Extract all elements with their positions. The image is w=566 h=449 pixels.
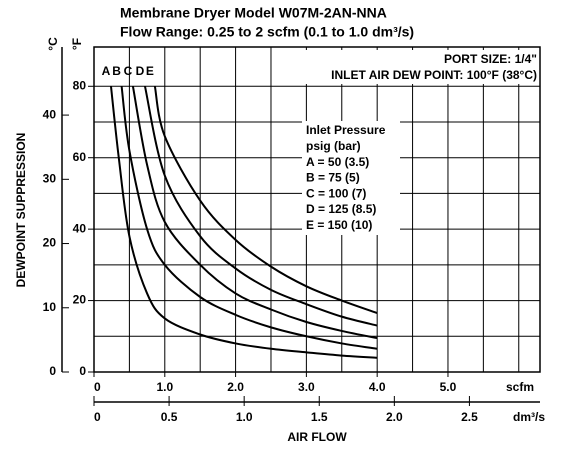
x2-unit: dm³/s xyxy=(513,410,545,424)
y2-tick-label: 10 xyxy=(43,300,57,314)
note-bg xyxy=(290,50,539,84)
x-tick-label: 0 xyxy=(94,380,101,394)
legend-text: C = 100 (7) xyxy=(306,186,366,200)
curve-label: E xyxy=(146,64,154,78)
y-unit: °F xyxy=(70,38,84,50)
y-tick-label: 0 xyxy=(79,364,86,378)
legend-text: A = 50 (3.5) xyxy=(306,155,369,169)
legend-text: D = 125 (8.5) xyxy=(306,202,376,216)
y2-tick-label: 40 xyxy=(43,107,57,121)
x2-tick-label: 0 xyxy=(94,410,101,424)
x-unit: scfm xyxy=(506,380,534,394)
curve xyxy=(131,86,378,340)
y2-tick-label: 0 xyxy=(49,364,56,378)
legend-text: Inlet Pressure xyxy=(306,123,386,137)
x-axis-label: AIR FLOW xyxy=(287,430,347,444)
legend-bg xyxy=(302,121,400,235)
curve-label: C xyxy=(124,64,133,78)
plot-frame xyxy=(93,46,541,373)
annotation: INLET AIR DEW POINT: 100°F (38°C) xyxy=(331,68,537,82)
annotation: PORT SIZE: 1/4" xyxy=(444,52,537,66)
y-tick-label: 40 xyxy=(73,221,87,235)
curve xyxy=(143,86,378,327)
y-tick-label: 80 xyxy=(73,78,87,92)
x2-tick-label: 1.5 xyxy=(311,410,328,424)
x-tick-label: 5.0 xyxy=(440,380,457,394)
y-tick-label: 60 xyxy=(73,150,87,164)
x2-tick-label: 2.5 xyxy=(461,410,478,424)
y-tick-label: 20 xyxy=(73,293,87,307)
curve xyxy=(153,86,378,315)
curve-label: B xyxy=(112,64,121,78)
x2-tick-label: 2.0 xyxy=(386,410,403,424)
y2-tick-label: 30 xyxy=(43,171,57,185)
x-tick-label: 2.0 xyxy=(227,380,244,394)
x-tick-label: 1.0 xyxy=(156,380,173,394)
chart-title: Membrane Dryer Model W07M-2AN-NNA xyxy=(120,5,387,21)
x-tick-label: 4.0 xyxy=(369,380,386,394)
curve-label: D xyxy=(136,64,145,78)
y2-tick-label: 20 xyxy=(43,236,57,250)
curve xyxy=(120,86,378,350)
legend-text: psig (bar) xyxy=(306,139,361,153)
legend-text: B = 75 (5) xyxy=(306,171,360,185)
x-tick-label: 3.0 xyxy=(298,380,315,394)
curve-label: A xyxy=(102,64,111,78)
y-axis-label: DEWPOINT SUPPRESSION xyxy=(14,133,28,288)
chart-subtitle: Flow Range: 0.25 to 2 scfm (0.1 to 1.0 d… xyxy=(120,24,414,40)
y2-unit: °C xyxy=(46,37,60,51)
x2-tick-label: 1.0 xyxy=(236,410,253,424)
legend-text: E = 150 (10) xyxy=(306,218,372,232)
curve xyxy=(109,86,378,359)
x2-tick-label: 0.5 xyxy=(161,410,178,424)
